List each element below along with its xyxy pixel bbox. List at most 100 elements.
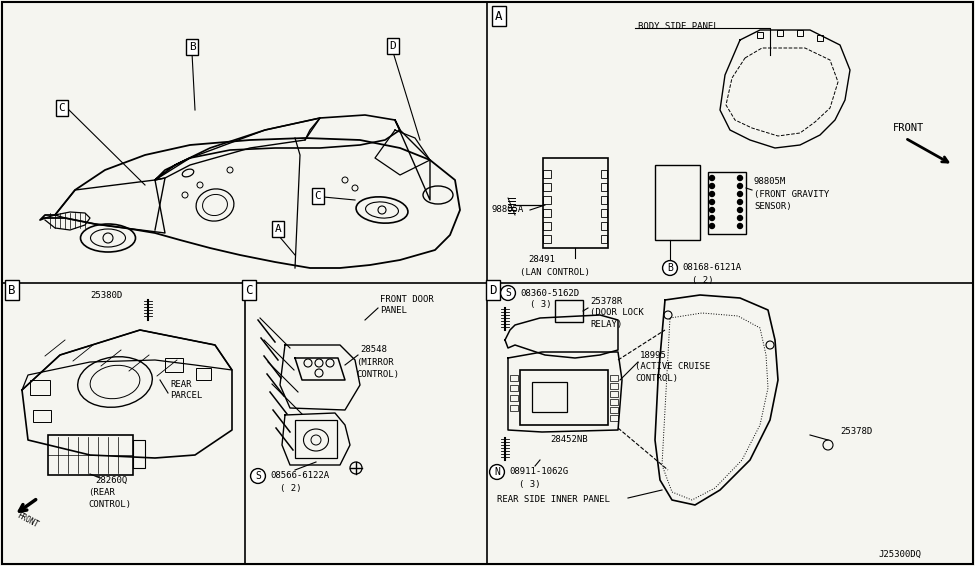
Bar [610, 375, 618, 381]
Bar [543, 196, 551, 204]
Text: J25300DQ: J25300DQ [878, 550, 921, 559]
Text: 28548: 28548 [360, 345, 387, 354]
Text: C: C [58, 103, 65, 113]
Text: ( 3): ( 3) [519, 479, 540, 488]
Bar [708, 172, 746, 234]
Bar [543, 183, 551, 191]
Text: D: D [390, 41, 397, 51]
Bar [532, 382, 567, 412]
Text: 08566-6122A: 08566-6122A [270, 471, 330, 481]
Circle shape [710, 208, 715, 212]
Text: FRONT DOOR
PANEL: FRONT DOOR PANEL [380, 295, 434, 315]
Text: ( 3): ( 3) [530, 301, 552, 310]
Bar [817, 35, 823, 41]
Text: B: B [8, 284, 16, 297]
Text: CONTROL): CONTROL) [88, 500, 131, 508]
Text: C: C [246, 284, 253, 297]
Bar [543, 158, 608, 248]
Text: A: A [275, 224, 282, 234]
Bar [510, 405, 518, 411]
Bar [33, 410, 51, 422]
Bar [601, 183, 607, 191]
Circle shape [737, 208, 743, 212]
Bar [543, 222, 551, 230]
Circle shape [710, 216, 715, 221]
Text: (LAN CONTROL): (LAN CONTROL) [520, 268, 590, 277]
Bar [601, 235, 607, 243]
Text: C: C [315, 191, 322, 201]
Bar [555, 300, 583, 322]
Text: 08168-6121A: 08168-6121A [682, 264, 741, 272]
Bar [30, 380, 50, 395]
Circle shape [737, 224, 743, 229]
Circle shape [710, 191, 715, 196]
Text: 25380D: 25380D [90, 290, 122, 299]
Bar [797, 30, 803, 36]
Bar [655, 165, 700, 240]
Bar [510, 385, 518, 391]
Text: 98805A: 98805A [492, 205, 525, 215]
Bar [520, 370, 608, 425]
Circle shape [710, 224, 715, 229]
Circle shape [737, 191, 743, 196]
Text: 18995: 18995 [640, 350, 667, 359]
Text: CONTROL): CONTROL) [635, 375, 678, 384]
Text: 98805M: 98805M [754, 178, 786, 187]
Bar [295, 420, 337, 458]
Text: 25378D: 25378D [840, 427, 873, 436]
Text: ( 2): ( 2) [280, 483, 301, 492]
Text: BODY SIDE PANEL: BODY SIDE PANEL [638, 22, 719, 31]
Bar [510, 395, 518, 401]
Bar [610, 415, 618, 421]
Bar [777, 30, 783, 36]
Text: REAR SIDE INNER PANEL: REAR SIDE INNER PANEL [497, 495, 610, 504]
Text: (REAR: (REAR [88, 487, 115, 496]
Text: (DOOR LOCK: (DOOR LOCK [590, 308, 644, 318]
Text: (MIRROR: (MIRROR [356, 358, 394, 367]
Text: 08360-5162D: 08360-5162D [520, 289, 579, 298]
Bar [48, 435, 133, 475]
Text: D: D [489, 284, 496, 297]
Bar [601, 222, 607, 230]
Circle shape [710, 175, 715, 181]
Text: REAR
PARCEL: REAR PARCEL [170, 380, 202, 400]
Text: FRONT: FRONT [16, 511, 40, 529]
Bar [610, 383, 618, 389]
Bar [601, 170, 607, 178]
Text: (FRONT GRAVITY: (FRONT GRAVITY [754, 191, 830, 199]
Bar [610, 407, 618, 413]
Text: CONTROL): CONTROL) [356, 370, 399, 379]
Bar [757, 32, 763, 38]
Circle shape [737, 199, 743, 204]
Text: A: A [495, 10, 503, 23]
Text: SENSOR): SENSOR) [754, 203, 792, 212]
Text: 28452NB: 28452NB [550, 435, 588, 444]
Text: 08911-1062G: 08911-1062G [509, 468, 568, 477]
Text: N: N [494, 467, 500, 477]
Text: ( 2): ( 2) [692, 276, 714, 285]
Text: FRONT: FRONT [893, 123, 924, 133]
Text: S: S [505, 288, 511, 298]
Bar [543, 209, 551, 217]
Text: RELAY): RELAY) [590, 320, 622, 329]
Text: S: S [255, 471, 261, 481]
Circle shape [710, 183, 715, 188]
Text: B: B [188, 42, 195, 52]
Bar [601, 209, 607, 217]
Circle shape [737, 216, 743, 221]
Bar [165, 358, 183, 372]
Text: B: B [667, 263, 673, 273]
Bar [543, 235, 551, 243]
Bar [196, 368, 211, 380]
Circle shape [737, 183, 743, 188]
Text: 25378R: 25378R [590, 298, 622, 307]
Bar [610, 399, 618, 405]
Text: (ACTIVE CRUISE: (ACTIVE CRUISE [635, 362, 710, 371]
Bar [510, 375, 518, 381]
Bar [543, 170, 551, 178]
Bar [610, 391, 618, 397]
Text: 28260Q: 28260Q [95, 475, 128, 484]
Text: 28491: 28491 [528, 255, 555, 264]
Circle shape [710, 199, 715, 204]
Bar [601, 196, 607, 204]
